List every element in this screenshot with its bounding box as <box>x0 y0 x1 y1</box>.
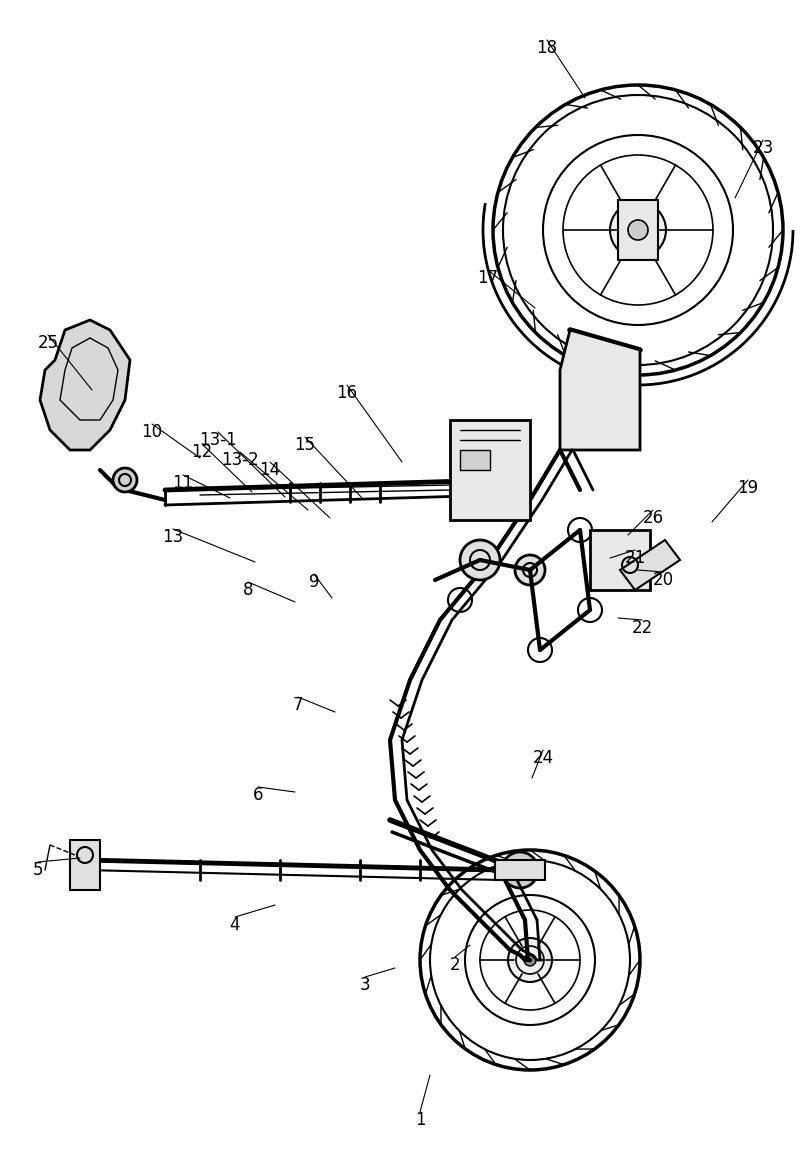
Circle shape <box>630 222 646 238</box>
Circle shape <box>610 202 666 258</box>
Text: 11: 11 <box>172 474 194 492</box>
Polygon shape <box>480 460 510 520</box>
Polygon shape <box>40 320 130 450</box>
Text: 19: 19 <box>738 479 758 497</box>
Text: 12: 12 <box>191 444 213 461</box>
Polygon shape <box>460 450 490 470</box>
Text: 6: 6 <box>253 786 263 805</box>
Text: 1: 1 <box>414 1111 426 1128</box>
Polygon shape <box>590 531 650 590</box>
Polygon shape <box>618 200 658 260</box>
Circle shape <box>460 540 500 580</box>
Text: 20: 20 <box>653 571 674 589</box>
Circle shape <box>502 852 538 888</box>
Circle shape <box>113 468 137 492</box>
Polygon shape <box>495 860 545 880</box>
Text: 22: 22 <box>631 619 653 637</box>
Text: 8: 8 <box>242 580 254 599</box>
Polygon shape <box>450 420 530 520</box>
Text: 18: 18 <box>537 39 558 57</box>
Polygon shape <box>620 540 680 590</box>
Text: 7: 7 <box>293 695 303 714</box>
Text: 17: 17 <box>478 269 498 287</box>
Text: 24: 24 <box>533 749 554 767</box>
Text: 25: 25 <box>38 334 58 352</box>
Circle shape <box>524 954 536 966</box>
Text: 9: 9 <box>309 574 319 591</box>
Text: 14: 14 <box>259 461 281 479</box>
Circle shape <box>515 555 545 585</box>
Circle shape <box>628 219 648 240</box>
Text: 13: 13 <box>162 528 184 546</box>
Polygon shape <box>560 330 640 450</box>
Polygon shape <box>70 841 100 890</box>
Text: 13-1: 13-1 <box>199 431 237 449</box>
Text: 16: 16 <box>337 384 358 402</box>
Text: 21: 21 <box>624 549 646 567</box>
Text: 2: 2 <box>450 956 460 974</box>
Circle shape <box>508 938 552 982</box>
Text: 23: 23 <box>752 139 774 157</box>
Text: 4: 4 <box>230 916 240 933</box>
Text: 15: 15 <box>294 437 315 454</box>
Text: 10: 10 <box>142 423 162 441</box>
Text: 26: 26 <box>642 509 663 527</box>
Text: 3: 3 <box>360 976 370 994</box>
Text: 13-2: 13-2 <box>221 450 259 469</box>
Text: 5: 5 <box>33 861 43 879</box>
